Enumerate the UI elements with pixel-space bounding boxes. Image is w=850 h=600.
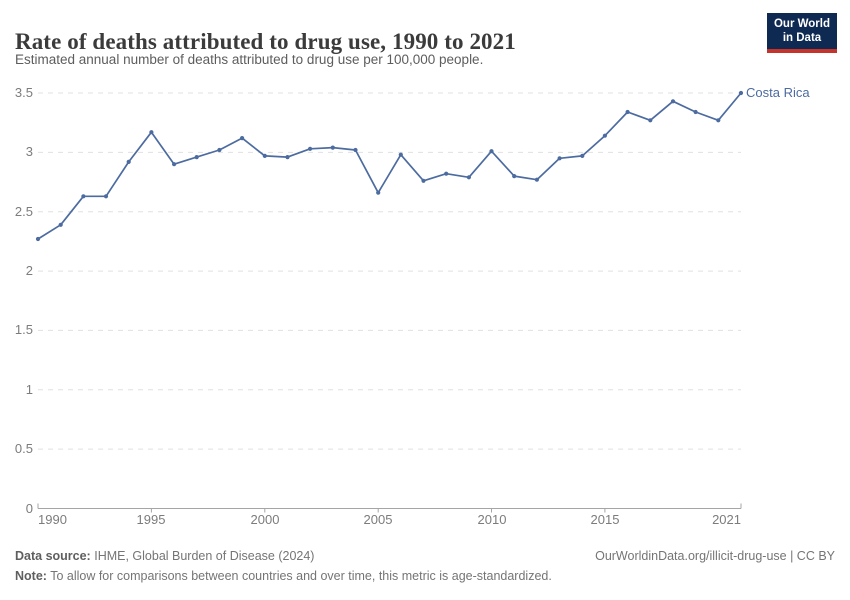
page-title: Rate of deaths attributed to drug use, 1… xyxy=(15,29,516,55)
data-point[interactable] xyxy=(444,171,449,176)
data-point[interactable] xyxy=(81,194,86,199)
x-tick-label: 2005 xyxy=(363,512,393,527)
data-point[interactable] xyxy=(194,155,199,160)
data-point[interactable] xyxy=(489,149,494,154)
x-tick-label: 2021 xyxy=(712,512,741,527)
owid-logo-line1: Our World xyxy=(773,18,830,30)
data-point[interactable] xyxy=(534,177,540,182)
data-point[interactable] xyxy=(466,175,471,180)
chart-footer: Data source: IHME, Global Burden of Dise… xyxy=(15,546,835,586)
data-point[interactable] xyxy=(580,153,585,158)
note-label: Note: xyxy=(15,569,47,583)
x-tick-label: 1995 xyxy=(136,512,166,527)
data-source-label: Data source: xyxy=(15,549,91,563)
line-chart-canvas[interactable] xyxy=(0,0,850,540)
data-source-text: IHME, Global Burden of Disease (2024) xyxy=(94,549,315,563)
data-point[interactable] xyxy=(330,145,335,150)
owid-logo-line2: in Data xyxy=(782,31,822,44)
chart-area[interactable]: 0 0.5 1 1.5 2 2.5 3 3.5 1990 1995 2000 2005 2010 201… xyxy=(0,0,850,540)
data-source-line: Data source: IHME, Global Burden of Dise… xyxy=(15,546,835,566)
data-point[interactable] xyxy=(126,159,131,164)
data-point[interactable] xyxy=(738,90,744,96)
x-tick-label: 2010 xyxy=(477,512,507,527)
data-point[interactable] xyxy=(308,146,313,151)
y-tick-label: 1 xyxy=(25,382,33,397)
data-point[interactable] xyxy=(421,178,426,183)
series-label-costa-rica: Costa Rica xyxy=(746,85,810,100)
data-point[interactable] xyxy=(58,222,63,227)
credit-link[interactable]: OurWorldinData.org/illicit-drug-use | CC… xyxy=(595,549,835,563)
y-tick-label: 0 xyxy=(25,501,33,516)
data-point[interactable] xyxy=(602,133,608,138)
data-point[interactable] xyxy=(398,152,403,157)
y-tick-label: 2.5 xyxy=(14,204,33,219)
data-point[interactable] xyxy=(217,147,222,153)
x-tick-label: 2000 xyxy=(250,512,280,527)
data-point[interactable] xyxy=(557,156,562,161)
y-tick-label: 1.5 xyxy=(14,322,33,337)
data-point[interactable] xyxy=(103,194,109,199)
data-point[interactable] xyxy=(35,236,41,242)
note-line: Note: To allow for comparisons between c… xyxy=(15,566,835,586)
data-point[interactable] xyxy=(353,147,358,153)
data-point[interactable] xyxy=(285,155,290,160)
series-line[interactable] xyxy=(37,92,742,240)
data-point[interactable] xyxy=(240,136,245,141)
y-tick-label: 0.5 xyxy=(14,441,33,456)
data-point[interactable] xyxy=(149,130,154,135)
page-subtitle: Estimated annual number of deaths attrib… xyxy=(15,52,484,67)
data-point[interactable] xyxy=(512,174,517,179)
data-point[interactable] xyxy=(172,162,177,167)
data-point[interactable] xyxy=(625,109,630,115)
data-point[interactable] xyxy=(716,118,721,123)
data-point[interactable] xyxy=(376,190,381,195)
y-tick-label: 3 xyxy=(25,144,33,159)
data-point[interactable] xyxy=(648,118,653,123)
x-tick-label: 2015 xyxy=(590,512,620,527)
y-tick-label: 2 xyxy=(25,263,33,278)
y-tick-label: 3.5 xyxy=(14,85,33,100)
owid-logo[interactable]: Our World in Data xyxy=(767,13,837,53)
data-point[interactable] xyxy=(693,109,698,115)
x-tick-label: 1990 xyxy=(38,512,67,527)
note-text: To allow for comparisons between countri… xyxy=(50,569,552,583)
data-point[interactable] xyxy=(670,99,676,104)
data-point[interactable] xyxy=(262,153,267,158)
